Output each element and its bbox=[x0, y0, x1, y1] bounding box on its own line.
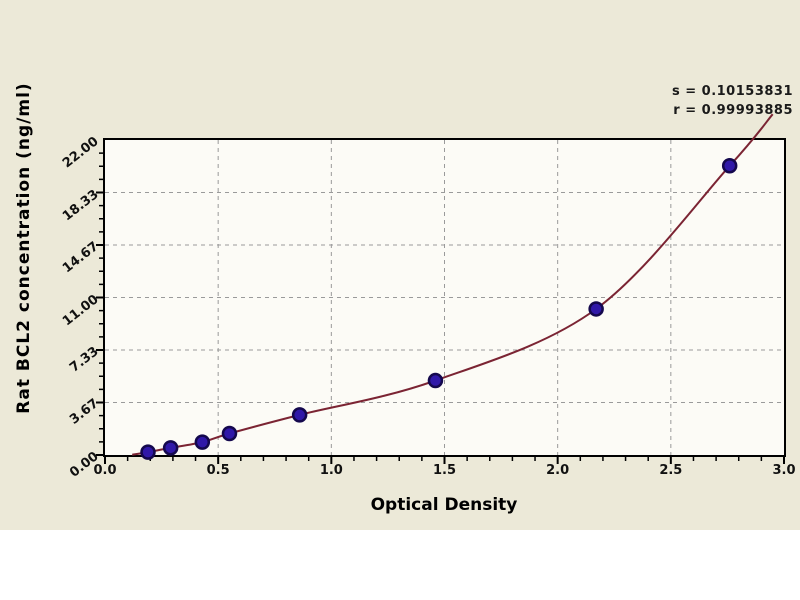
plot-svg bbox=[96, 113, 785, 464]
y-tick-label: 18.33 bbox=[59, 186, 102, 224]
y-axis-title: Rat BCL2 concentration (ng/ml) bbox=[14, 82, 34, 414]
x-tick-label: 1.0 bbox=[319, 463, 343, 478]
plot-area bbox=[96, 113, 786, 464]
y-tick-label: 14.67 bbox=[59, 239, 102, 277]
data-point-marker bbox=[721, 158, 738, 174]
fit-stat-r: r = 0.99993885 bbox=[673, 103, 793, 118]
x-tick-label: 0.0 bbox=[93, 463, 117, 478]
y-tick-label: 3.67 bbox=[67, 396, 102, 429]
x-tick-label: 3.0 bbox=[772, 463, 796, 478]
fit-statistics: s = 0.10153831 r = 0.99993885 bbox=[672, 82, 793, 120]
y-tick-label: 7.33 bbox=[67, 344, 102, 376]
data-point-marker bbox=[194, 434, 211, 450]
data-point-marker bbox=[140, 444, 156, 460]
y-tick-label: 11.00 bbox=[59, 291, 102, 329]
data-point-marker bbox=[162, 440, 179, 456]
data-point-marker bbox=[221, 425, 238, 442]
fit-stat-s: s = 0.10153831 bbox=[671, 84, 793, 99]
y-tick-label: 22.00 bbox=[59, 134, 102, 172]
x-tick-label: 1.5 bbox=[432, 463, 457, 478]
data-point-marker bbox=[588, 301, 604, 317]
fit-curve bbox=[132, 113, 774, 456]
x-tick-label: 2.0 bbox=[546, 463, 570, 478]
data-point-marker bbox=[291, 407, 308, 423]
x-axis-title: Optical Density bbox=[370, 495, 518, 515]
x-tick-label: 0.5 bbox=[206, 463, 230, 478]
x-tick-label: 2.5 bbox=[659, 463, 683, 478]
chart-canvas: s = 0.10153831 r = 0.99993885 Rat BCL2 c… bbox=[0, 0, 800, 530]
data-point-marker bbox=[427, 372, 444, 389]
